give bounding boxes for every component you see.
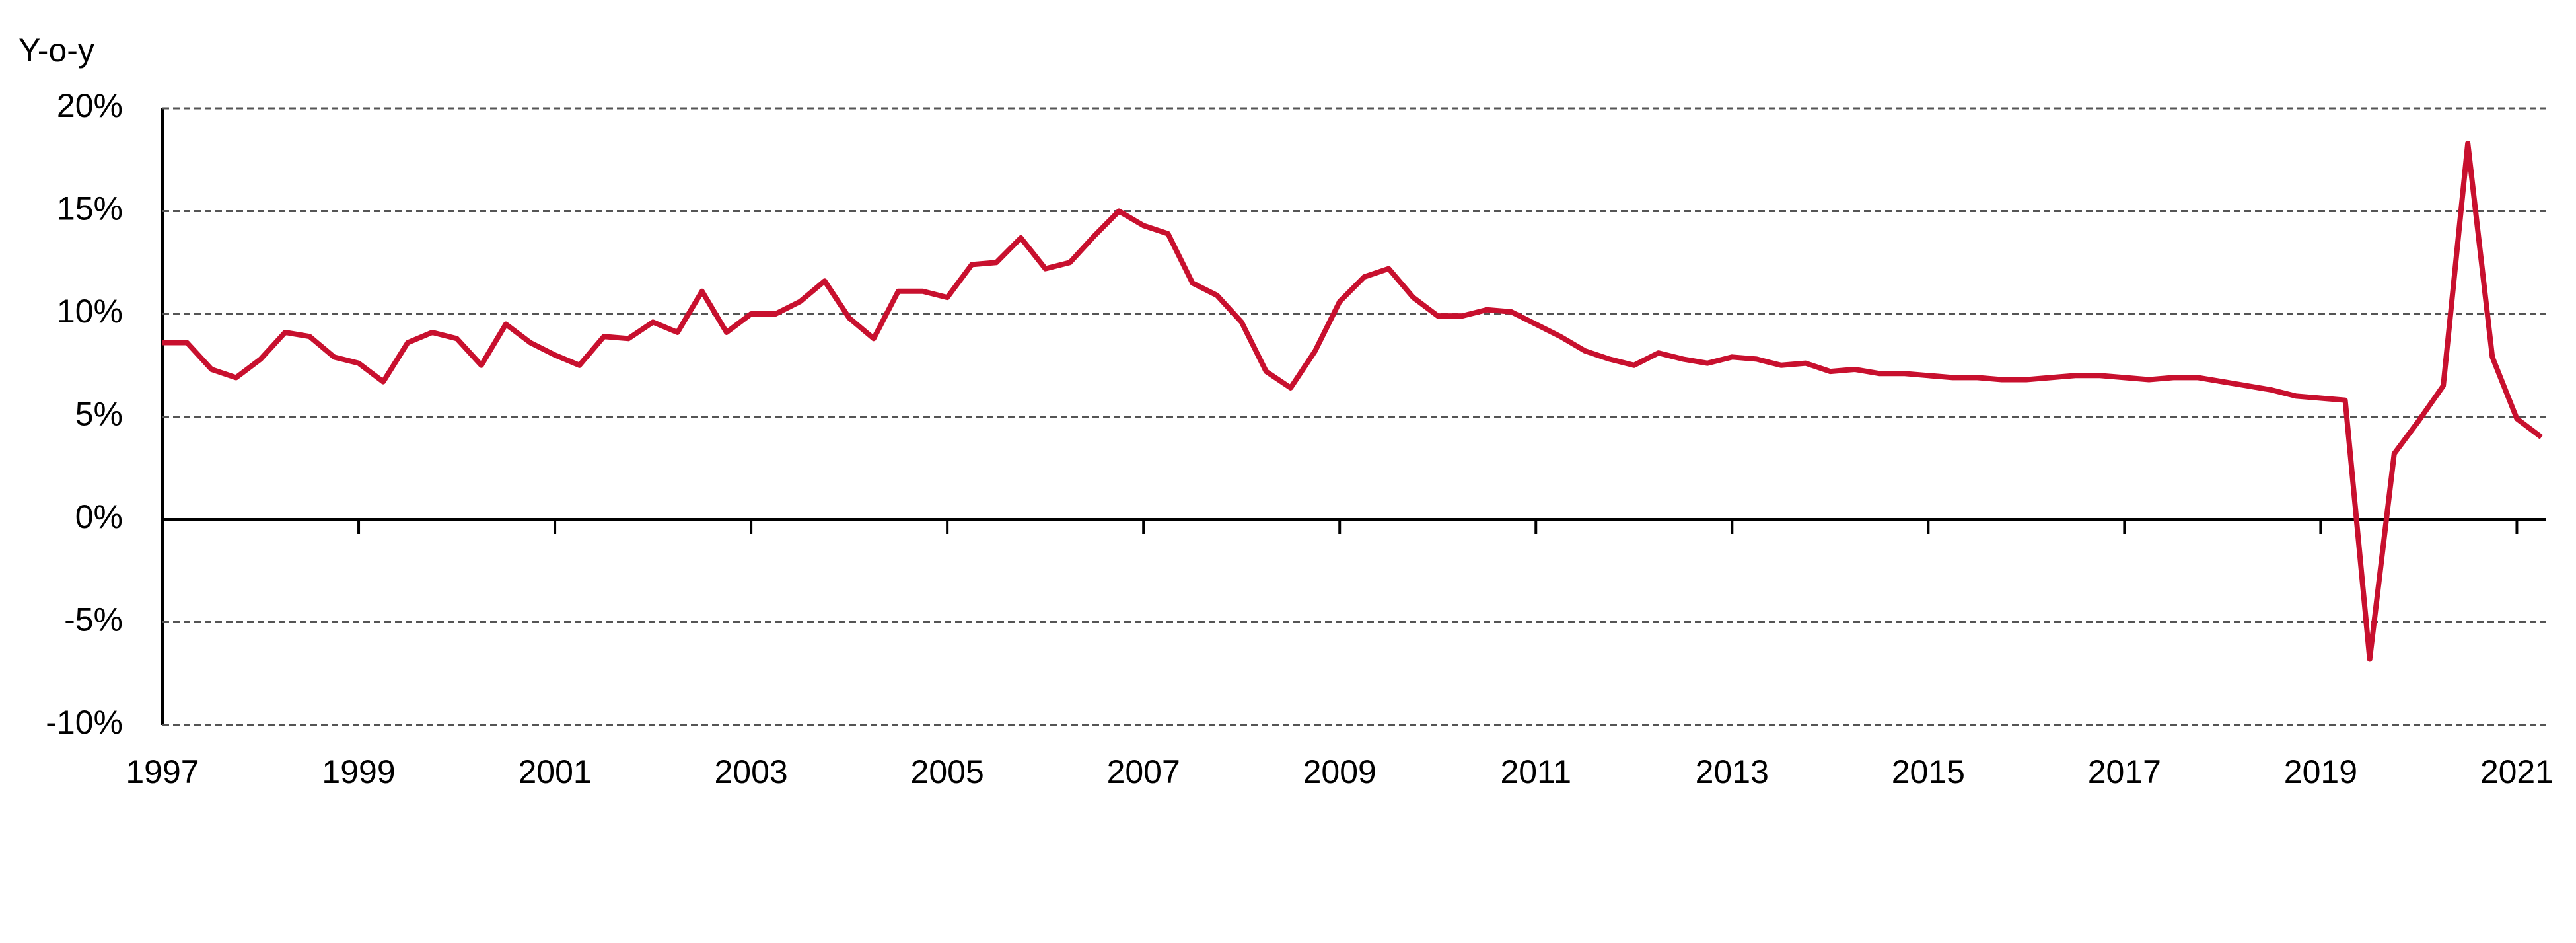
y-tick-label: 15% xyxy=(57,190,123,227)
x-tick-label: 2007 xyxy=(1107,753,1180,790)
line-series xyxy=(162,140,2543,662)
x-tick-label: 2001 xyxy=(518,753,591,790)
x-tick-label: 2003 xyxy=(714,753,787,790)
y-axis-label: Y-o-y xyxy=(18,32,94,69)
y-tick-label: -10% xyxy=(46,704,123,741)
y-tick-label: 5% xyxy=(75,396,123,433)
x-tick-label: 2015 xyxy=(1892,753,1965,790)
y-tick-label: 0% xyxy=(75,498,123,535)
x-tick-label: 2005 xyxy=(911,753,984,790)
y-tick-label: 20% xyxy=(57,87,123,124)
x-tick-label: 2011 xyxy=(1500,753,1571,790)
x-tick-label: 1999 xyxy=(322,753,395,790)
x-tick-label: 2013 xyxy=(1696,753,1769,790)
x-tick-label: 2021 xyxy=(2480,753,2554,790)
x-tick-label: 1997 xyxy=(125,753,199,790)
y-tick-label: -5% xyxy=(64,601,123,638)
y-tick-label: 10% xyxy=(57,293,123,330)
x-tick-label: 2009 xyxy=(1303,753,1377,790)
x-tick-label: 2019 xyxy=(2284,753,2357,790)
x-tick-label: 2017 xyxy=(2088,753,2161,790)
